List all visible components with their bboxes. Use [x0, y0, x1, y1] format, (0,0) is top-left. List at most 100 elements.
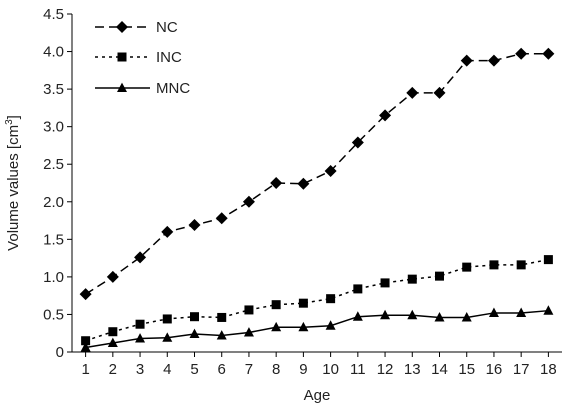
- legend-label-inc: INC: [156, 49, 182, 66]
- x-axis-label: Age: [304, 387, 331, 404]
- y-tick-label: 3.5: [43, 81, 64, 98]
- x-tick-label: 5: [190, 361, 198, 378]
- x-tick-label: 15: [458, 361, 475, 378]
- y-tick-label: 0: [56, 344, 64, 361]
- legend-entry-nc: NC: [95, 19, 178, 36]
- data-point-nc: [515, 47, 528, 60]
- data-point-inc: [162, 314, 172, 324]
- data-point-inc: [81, 336, 91, 346]
- data-point-nc: [487, 54, 500, 67]
- data-point-nc: [379, 109, 392, 122]
- series-inc: [81, 255, 553, 346]
- data-point-mnc: [216, 330, 227, 340]
- x-tick-label: 1: [81, 361, 89, 378]
- data-point-nc: [270, 177, 283, 189]
- data-point-nc: [188, 219, 201, 232]
- data-point-nc: [161, 225, 174, 238]
- x-tick-label: 10: [322, 361, 339, 378]
- data-point-mnc: [352, 311, 363, 321]
- data-point-inc: [326, 294, 336, 304]
- data-point-mnc: [298, 321, 309, 332]
- data-point-inc: [407, 274, 417, 284]
- data-point-inc: [108, 327, 118, 337]
- data-point-inc: [462, 262, 472, 272]
- data-point-mnc: [80, 342, 91, 352]
- data-point-inc: [380, 278, 390, 288]
- data-point-mnc: [107, 337, 118, 348]
- data-point-inc: [489, 260, 499, 270]
- data-point-inc: [190, 312, 199, 322]
- data-point-nc: [433, 86, 446, 99]
- series-line-inc: [85, 258, 549, 342]
- data-point-nc: [79, 288, 92, 301]
- data-point-mnc: [543, 305, 554, 315]
- x-tick-label: 12: [377, 361, 394, 378]
- legend-marker-nc: [116, 21, 128, 33]
- legend-label-nc: NC: [156, 19, 178, 36]
- y-tick-label: 0.5: [43, 306, 64, 323]
- y-tick-label: 4.5: [43, 6, 64, 23]
- x-tick-label: 9: [299, 361, 307, 378]
- legend-entry-mnc: MNC: [95, 80, 190, 97]
- series-mnc: [80, 305, 554, 352]
- data-point-nc: [297, 177, 310, 190]
- y-axis-label: Volume values [cm3]: [4, 115, 22, 251]
- x-tick-label: 3: [136, 361, 144, 378]
- legend-marker-mnc: [117, 82, 127, 93]
- data-point-inc: [435, 271, 444, 281]
- data-point-mnc: [271, 321, 282, 332]
- x-tick-label: 18: [540, 361, 557, 378]
- data-point-mnc: [434, 312, 445, 322]
- legend-marker-inc: [117, 52, 127, 62]
- data-point-nc: [460, 54, 473, 67]
- data-point-inc: [271, 300, 281, 310]
- y-tick-label: 2.5: [43, 156, 64, 173]
- x-tick-label: 17: [513, 361, 530, 378]
- x-tick-label: 13: [404, 361, 421, 378]
- data-point-inc: [298, 298, 308, 308]
- y-tick-label: 1.5: [43, 231, 64, 248]
- data-point-mnc: [380, 309, 391, 320]
- x-tick-label: 2: [109, 361, 117, 378]
- data-point-nc: [406, 86, 419, 99]
- y-tick-label: 2.0: [43, 194, 64, 211]
- data-point-inc: [516, 260, 526, 270]
- legend: NC INC MNC: [95, 19, 190, 97]
- data-point-nc: [215, 212, 228, 225]
- data-point-inc: [543, 255, 553, 265]
- legend-label-mnc: MNC: [156, 80, 190, 97]
- data-point-mnc: [461, 312, 472, 322]
- series-nc: [79, 47, 555, 301]
- legend-entry-inc: INC: [95, 49, 182, 66]
- data-point-nc: [106, 270, 119, 283]
- data-point-mnc: [243, 327, 254, 337]
- data-point-mnc: [407, 309, 418, 320]
- x-tick-label: 14: [431, 361, 448, 378]
- data-point-inc: [353, 284, 363, 294]
- x-tick-label: 4: [163, 361, 171, 378]
- data-point-mnc: [488, 307, 499, 317]
- y-tick-label: 1.0: [43, 269, 64, 286]
- data-point-mnc: [325, 320, 336, 330]
- data-point-mnc: [162, 332, 173, 342]
- x-tick-label: 11: [350, 361, 366, 378]
- y-tick-label: 4.0: [43, 44, 64, 61]
- series-layer: [79, 47, 555, 352]
- x-tick-label: 6: [218, 361, 226, 378]
- x-tick-label: 7: [245, 361, 253, 378]
- x-tick-label: 8: [272, 361, 280, 378]
- data-point-inc: [217, 312, 227, 322]
- series-line-mnc: [85, 309, 549, 349]
- x-tick-label: 16: [486, 361, 503, 378]
- data-point-mnc: [135, 333, 146, 343]
- data-point-inc: [135, 319, 145, 329]
- data-point-mnc: [189, 328, 200, 339]
- data-point-nc: [134, 251, 147, 264]
- data-point-inc: [244, 305, 254, 315]
- axes: 00.51.01.52.02.53.03.54.04.51 2 3 4 5 6 7 8 9 10 1…: [43, 6, 562, 378]
- y-tick-label: 3.0: [43, 119, 64, 136]
- data-point-nc: [542, 47, 555, 60]
- data-point-nc: [351, 136, 364, 149]
- data-point-mnc: [516, 307, 527, 317]
